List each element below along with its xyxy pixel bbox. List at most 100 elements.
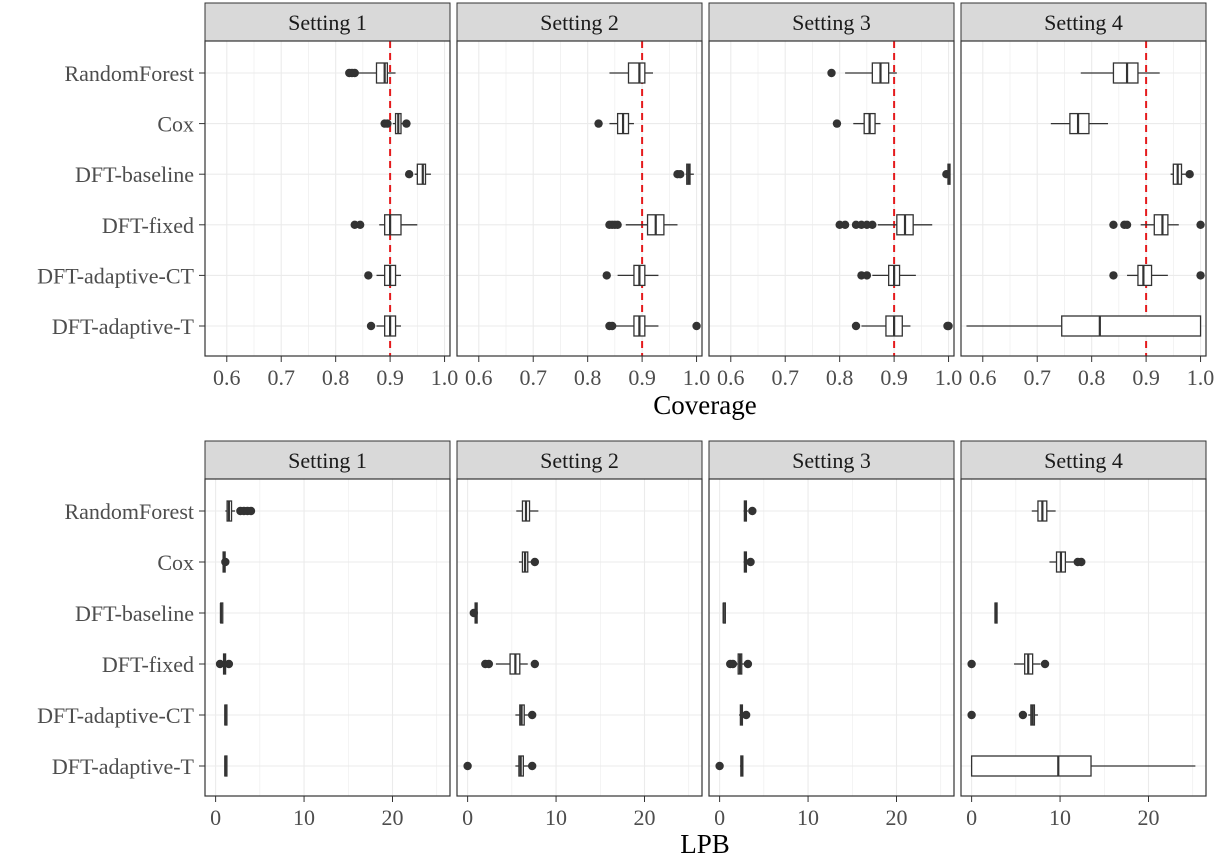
panel-background <box>961 41 1206 356</box>
box-iqr <box>1153 214 1169 236</box>
box-dft-fixed <box>605 214 678 236</box>
facet-setting-3: Setting 3 0.6 0.7 0.8 0.9 1.0 <box>708 2 962 390</box>
box-iqr <box>1069 112 1090 135</box>
box-cox <box>743 551 755 573</box>
x-tick-label: 0 <box>210 805 221 830</box>
facet-strip-label: Setting 2 <box>540 448 619 473</box>
y-tick-label-dft-fixed: DFT-fixed <box>102 213 194 238</box>
panel-background <box>457 479 702 796</box>
outlier-point <box>944 321 953 331</box>
y-tick-label-dft-adaptive-t: DFT-adaptive-T <box>52 314 195 339</box>
outlier-point <box>366 321 376 331</box>
x-tick-label: 0 <box>714 805 725 830</box>
outlier-point <box>469 608 479 618</box>
outlier-point <box>1122 220 1132 229</box>
box-dft-baseline <box>673 163 694 185</box>
box-dft-adaptive-t <box>966 315 1202 337</box>
x-tick-label: 1.0 <box>431 365 459 390</box>
x-tick-label: 0.7 <box>519 365 547 390</box>
outlier-point <box>594 119 603 128</box>
box-randomforest <box>743 500 757 522</box>
x-tick-label: 20 <box>382 805 404 830</box>
outlier-point <box>832 119 842 128</box>
outlier-point <box>215 659 225 669</box>
outlier-point <box>402 119 411 128</box>
box-iqr <box>1112 62 1139 84</box>
facet-strip <box>708 2 955 42</box>
facet-strip-label: Setting 1 <box>288 10 367 35</box>
facet-setting-1: Setting 1 0.6 0.7 0.8 0.9 1.0 <box>204 2 459 390</box>
box-dft-adaptive-ct <box>857 264 916 287</box>
y-tick-label-randomforest: RandomForest <box>64 61 194 86</box>
panel-border <box>456 478 703 797</box>
outlier-point <box>484 659 494 669</box>
box-dft-adaptive-t <box>851 315 953 337</box>
x-tick-label: 0.7 <box>267 365 295 390</box>
outlier-point <box>967 710 976 720</box>
y-tick-label-randomforest: RandomForest <box>64 499 194 524</box>
panel-border <box>456 40 703 357</box>
x-tick-label: 10 <box>797 805 819 830</box>
outlier-point <box>692 321 701 331</box>
box-dft-adaptive-t <box>366 315 401 337</box>
x-tick-label: 10 <box>545 805 567 830</box>
x-axis-title: LPB <box>680 829 730 859</box>
panel-background <box>457 41 702 356</box>
x-tick-label: 0.9 <box>376 365 404 390</box>
y-tick-label-dft-baseline: DFT-baseline <box>75 162 194 187</box>
chart-2-lpb: RandomForest Cox DFT-baseline DFT-fixed DFT-… <box>37 440 1207 859</box>
y-tick-label-cox: Cox <box>157 112 194 137</box>
box-iqr <box>627 62 646 84</box>
facet-strip <box>456 440 703 480</box>
panel-background <box>205 479 450 796</box>
outlier-point <box>221 557 230 567</box>
box-dft-fixed <box>481 653 540 675</box>
panel-border <box>204 40 451 357</box>
box-iqr <box>1061 315 1202 337</box>
panel-border <box>708 478 955 797</box>
y-tick-label-dft-adaptive-ct: DFT-adaptive-CT <box>37 263 194 288</box>
outlier-point <box>350 68 359 78</box>
box-cox <box>832 112 881 135</box>
box-dft-adaptive-ct <box>602 264 659 287</box>
outlier-point <box>527 710 537 720</box>
outlier-point <box>676 170 685 179</box>
y-tick-label-dft-baseline: DFT-baseline <box>75 601 194 626</box>
box-dft-fixed <box>215 653 234 675</box>
y-tick-label-dft-fixed: DFT-fixed <box>102 652 194 677</box>
y-tick-label-dft-adaptive-ct: DFT-adaptive-CT <box>37 703 194 728</box>
outlier-point <box>527 761 537 771</box>
box-dft-baseline <box>404 163 431 185</box>
outlier-point <box>1196 271 1205 280</box>
outlier-point <box>530 659 540 669</box>
box-dft-fixed <box>350 214 418 236</box>
x-tick-label: 20 <box>886 805 908 830</box>
outlier-point <box>862 271 872 280</box>
box-iqr <box>1137 264 1153 287</box>
outlier-point <box>355 220 365 229</box>
box-randomforest <box>827 62 897 84</box>
box-iqr <box>375 62 389 84</box>
outlier-point <box>840 220 850 229</box>
panel-background <box>709 479 954 796</box>
x-tick-label: 0 <box>966 805 977 830</box>
panel-background <box>709 41 954 356</box>
facet-setting-2: Setting 2 0 10 20 <box>456 440 703 830</box>
x-tick-label: 0.9 <box>628 365 656 390</box>
outlier-point <box>1185 170 1194 179</box>
box-cox <box>221 551 230 573</box>
box-dft-adaptive-ct <box>739 704 751 726</box>
outlier-point <box>224 659 234 669</box>
x-tick-label: 0.7 <box>771 365 799 390</box>
outlier-point <box>851 321 861 331</box>
outlier-point <box>748 506 757 516</box>
box-dft-baseline <box>722 602 726 624</box>
box-dft-baseline <box>469 602 479 624</box>
x-tick-label: 0.7 <box>1023 365 1051 390</box>
box-cox <box>594 112 634 135</box>
box-dft-adaptive-ct <box>1109 264 1205 287</box>
panel-background <box>961 479 1206 796</box>
outlier-point <box>967 659 976 669</box>
facet-strip-label: Setting 3 <box>792 10 871 35</box>
